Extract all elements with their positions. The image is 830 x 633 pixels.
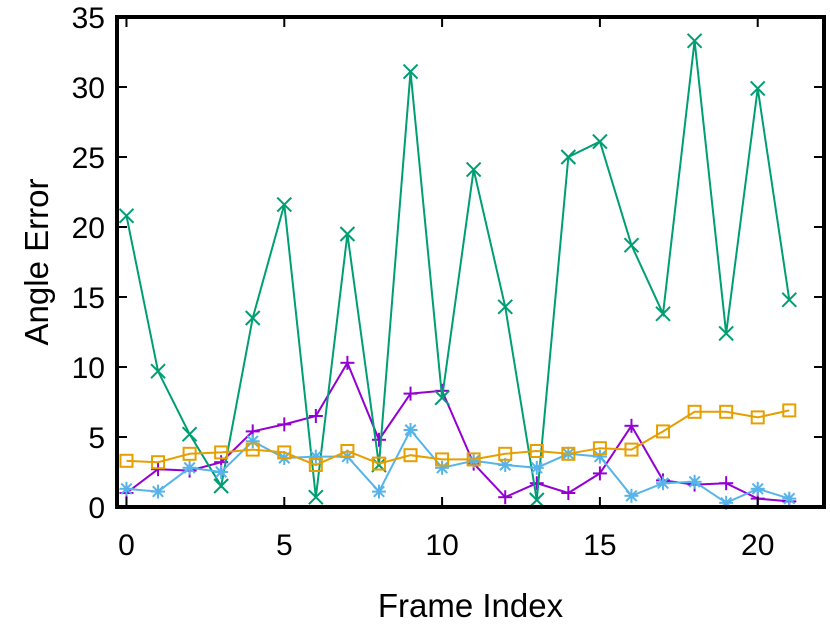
data-point-x	[718, 325, 734, 342]
series-2-line	[126, 428, 790, 504]
y-tick-label: 35	[72, 2, 105, 35]
y-tick-label: 20	[72, 212, 105, 245]
data-point-x	[181, 426, 198, 442]
data-point-plus	[624, 418, 639, 433]
data-point-asterisk	[624, 488, 639, 503]
y-tick-label: 25	[72, 142, 105, 175]
data-point-asterisk	[119, 481, 134, 496]
data-point-square	[403, 448, 418, 463]
data-point-asterisk	[308, 449, 323, 464]
data-point-plus	[529, 476, 544, 491]
data-point-square	[529, 444, 544, 458]
data-point-square	[435, 452, 450, 467]
data-point-x	[245, 310, 261, 326]
data-point-plus	[719, 476, 734, 491]
y-tick-label: 15	[72, 282, 105, 315]
data-point-square	[561, 446, 576, 461]
data-point-asterisk	[782, 491, 797, 506]
series-3-line	[126, 409, 790, 467]
data-point-x	[465, 161, 482, 178]
x-tick-label: 5	[276, 529, 293, 562]
data-point-asterisk	[371, 484, 386, 499]
data-point-square	[371, 456, 386, 471]
data-point-square	[308, 458, 323, 472]
series-1-line	[125, 40, 791, 501]
data-point-asterisk	[656, 476, 671, 491]
data-point-x	[118, 208, 135, 224]
data-point-square	[119, 453, 134, 468]
y-axis-title: Angle Error	[18, 179, 55, 346]
data-point-x	[560, 149, 577, 165]
y-tick-label: 30	[72, 72, 105, 105]
data-point-square	[214, 445, 229, 460]
x-tick-label: 15	[583, 529, 616, 562]
data-point-square	[782, 403, 797, 418]
data-point-plus	[371, 432, 386, 447]
data-point-x	[308, 489, 324, 505]
data-point-plus	[340, 355, 355, 370]
data-point-x	[497, 299, 513, 315]
data-point-plus	[561, 486, 576, 500]
x-tick-label: 20	[741, 529, 774, 562]
data-point-x	[592, 133, 608, 150]
y-tick-label: 10	[72, 352, 105, 385]
data-point-asterisk	[592, 449, 607, 464]
data-point-square	[719, 404, 734, 419]
data-point-asterisk	[687, 474, 702, 489]
data-point-square	[656, 424, 671, 439]
data-point-square	[498, 446, 513, 461]
data-point-square	[592, 441, 607, 456]
data-point-plus	[498, 490, 513, 505]
data-point-x	[434, 390, 450, 406]
data-point-asterisk	[182, 460, 197, 475]
y-tick-label: 0	[88, 492, 105, 525]
data-point-asterisk	[403, 423, 418, 437]
plot-frame	[115, 15, 826, 509]
data-point-x	[623, 237, 640, 253]
data-point-square	[750, 410, 765, 425]
series-layer	[118, 33, 797, 510]
data-point-x	[213, 478, 229, 494]
x-tick-label: 10	[425, 529, 458, 562]
data-point-plus	[403, 386, 418, 401]
data-point-asterisk	[529, 460, 544, 475]
data-point-x	[402, 63, 419, 80]
data-point-x	[781, 292, 797, 308]
data-point-asterisk	[466, 453, 481, 468]
data-point-x	[750, 80, 766, 97]
data-point-x	[655, 306, 671, 322]
data-point-x	[529, 492, 545, 508]
data-point-x	[276, 196, 292, 213]
data-point-square	[151, 455, 166, 470]
data-point-square	[624, 442, 639, 457]
x-tick-label: 0	[118, 529, 135, 562]
data-point-plus	[277, 417, 292, 432]
x-axis-title: Frame Index	[378, 587, 564, 624]
data-point-x	[686, 33, 703, 49]
data-point-asterisk	[245, 434, 260, 449]
data-point-square	[466, 452, 481, 467]
data-point-square	[245, 442, 260, 457]
data-point-asterisk	[151, 484, 166, 499]
data-point-asterisk	[435, 460, 450, 475]
data-point-square	[182, 446, 197, 461]
data-point-x	[339, 226, 356, 242]
tick-layer: 0 5 10 15 20 25 30 35 0 5 10 15 20	[72, 2, 824, 562]
data-point-plus	[308, 409, 323, 423]
data-point-x	[150, 363, 166, 379]
data-point-square	[687, 404, 702, 419]
data-point-square	[340, 444, 355, 458]
data-point-asterisk	[750, 481, 765, 496]
data-point-plus	[592, 466, 607, 481]
data-point-asterisk	[214, 465, 229, 479]
y-tick-label: 5	[88, 422, 105, 455]
data-point-square	[277, 445, 292, 460]
